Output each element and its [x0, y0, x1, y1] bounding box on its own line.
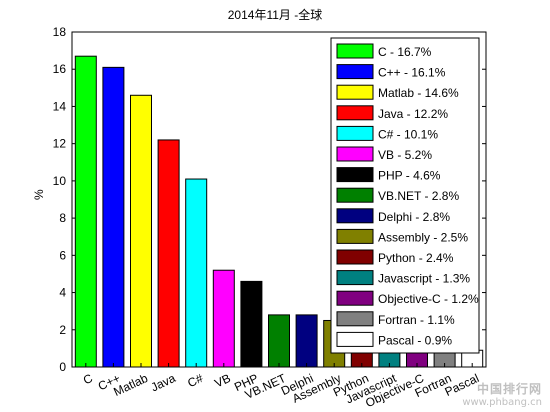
y-tick-label: 14	[53, 99, 67, 113]
watermark: 中国排行网 www.phbang.cn	[462, 380, 542, 408]
legend-swatch-delphi	[336, 208, 374, 224]
legend-swatch-csharp	[336, 125, 374, 141]
legend-label-cpp: C++ - 16.1%	[378, 66, 446, 80]
legend-swatch-assembly	[336, 228, 374, 244]
y-tick-label: 18	[53, 25, 67, 39]
watermark-site-name: 中国排行网	[476, 382, 542, 396]
legend-label-php: PHP - 4.6%	[378, 169, 441, 183]
legend-label-matlab: Matlab - 14.6%	[378, 86, 459, 100]
legend-swatch-fortran	[336, 311, 374, 327]
y-tick-label: 0	[59, 360, 66, 374]
legend-label-assembly: Assembly - 2.5%	[378, 230, 468, 244]
y-tick-label: 2	[59, 323, 66, 337]
x-tick-label-c: C	[81, 371, 95, 387]
legend-swatch-matlab	[336, 84, 374, 100]
legend-swatch-vb-net	[336, 187, 374, 203]
y-tick-label: 4	[59, 286, 66, 300]
bar-c	[74, 55, 97, 368]
legend-label-java: Java - 12.2%	[378, 107, 448, 121]
y-tick-label: 8	[59, 211, 66, 225]
bar-matlab	[130, 94, 152, 368]
chart-title: 2014年11月 -全球	[227, 8, 323, 22]
legend-label-objective-c: Objective-C - 1.2%	[378, 292, 479, 306]
legend-label-vb-net: VB.NET - 2.8%	[378, 189, 459, 203]
legend-label-delphi: Delphi - 2.8%	[378, 210, 450, 224]
bar-java	[157, 139, 180, 368]
bar-delphi	[295, 314, 318, 368]
legend-label-pascal: Pascal - 0.9%	[378, 333, 452, 347]
y-tick-label: 12	[53, 137, 67, 151]
legend-swatch-vb	[336, 146, 374, 162]
legend-swatch-java	[336, 105, 374, 121]
x-tick-label-java: Java	[149, 371, 178, 395]
watermark-url: www.phbang.cn	[462, 397, 542, 408]
legend-swatch-c	[336, 43, 374, 59]
bar-php	[240, 280, 263, 368]
y-tick-label: 16	[53, 62, 67, 76]
legend-swatch-php	[336, 167, 374, 183]
legend-label-c: C - 16.7%	[378, 45, 432, 59]
legend-label-vb: VB - 5.2%	[378, 148, 432, 162]
legend-label-javascript: Javascript - 1.3%	[378, 272, 470, 286]
legend-swatch-objective-c	[336, 290, 374, 306]
legend-label-fortran: Fortran - 1.1%	[378, 313, 455, 327]
legend-label-csharp: C# - 10.1%	[378, 127, 438, 141]
y-tick-label: 6	[59, 248, 66, 262]
legend-swatch-pascal	[336, 331, 374, 347]
legend-swatch-javascript	[336, 270, 374, 286]
legend-swatch-python	[336, 249, 374, 265]
bar-csharp	[185, 178, 208, 368]
bar-vb-net	[268, 314, 290, 368]
bar-cpp	[102, 66, 125, 368]
bar-vb	[212, 269, 235, 368]
x-tick-label-csharp: C#	[185, 371, 205, 390]
y-tick-label: 10	[53, 174, 67, 188]
x-tick-label-vb: VB	[212, 371, 232, 390]
legend-label-python: Python - 2.4%	[378, 251, 454, 265]
legend-swatch-cpp	[336, 64, 374, 80]
